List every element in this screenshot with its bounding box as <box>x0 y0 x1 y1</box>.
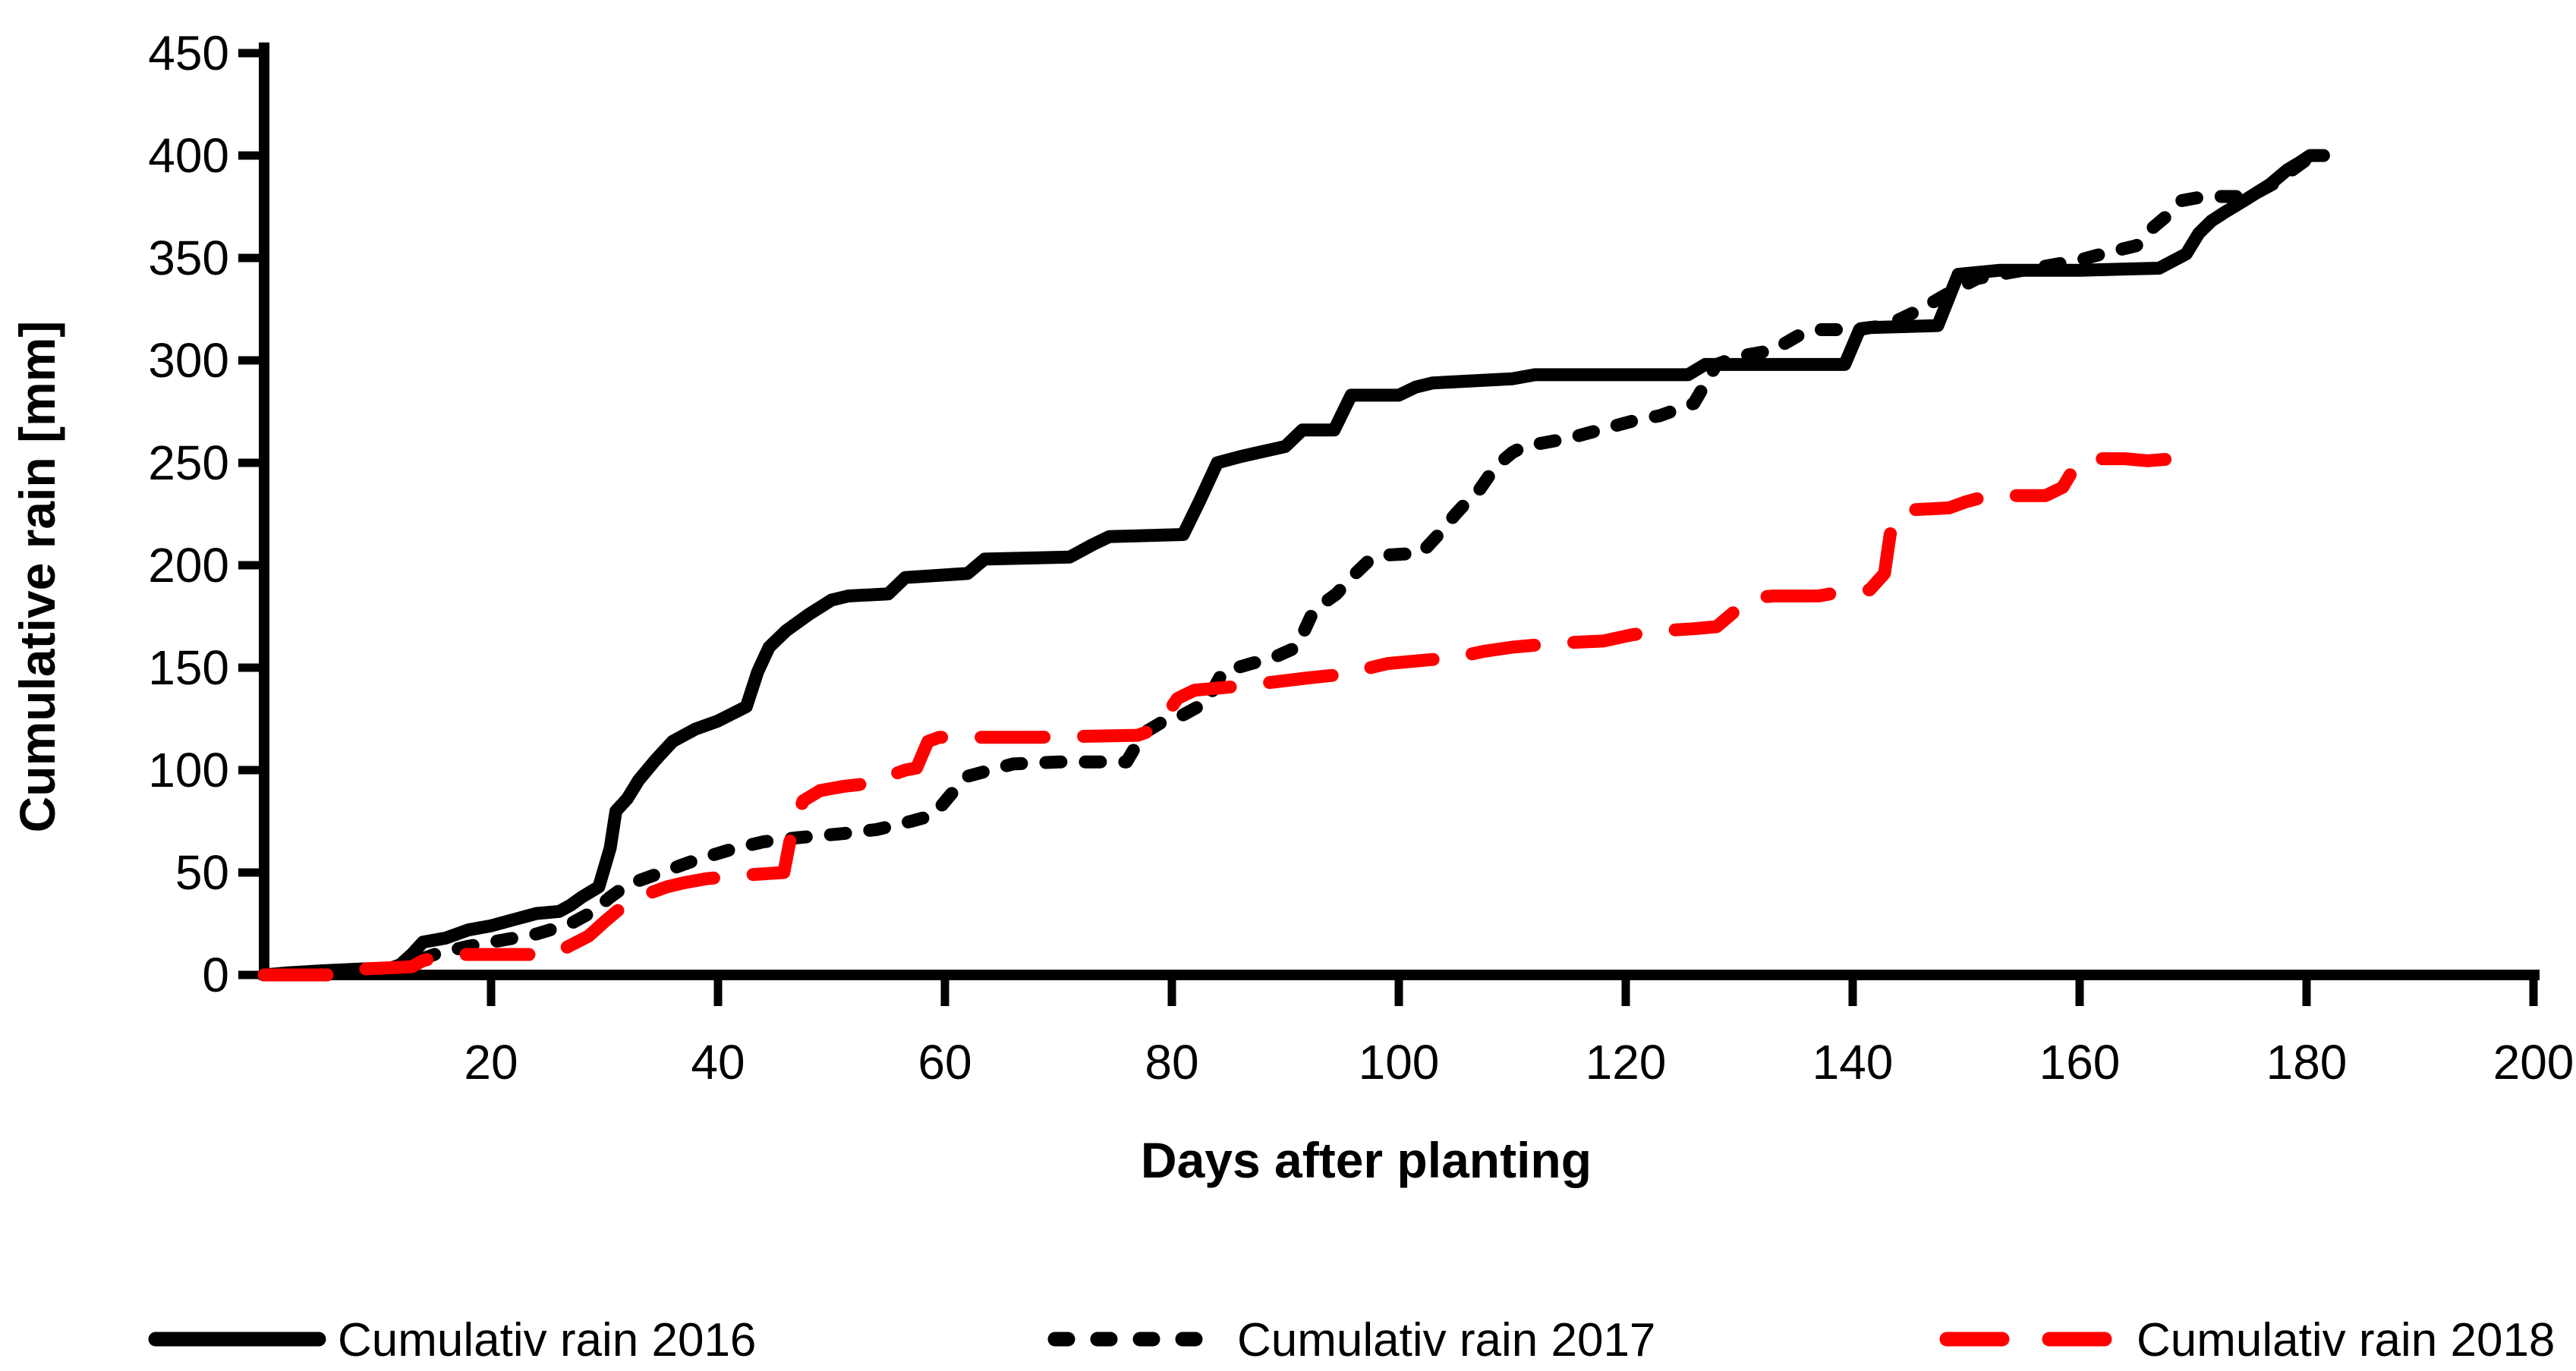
series-line-cumulativ-rain-2016 <box>257 149 2330 982</box>
legend-label-cumulativ-rain-2016: Cumulativ rain 2016 <box>338 1314 756 1366</box>
legend-item-cumulativ-rain-2017: Cumulativ rain 2017 <box>1047 1314 1655 1366</box>
x-tick-label: 180 <box>2266 1035 2348 1090</box>
y-tick-label: 150 <box>148 640 229 695</box>
x-axis-title: Days after planting <box>1141 1132 1592 1188</box>
y-tick-label: 300 <box>148 333 229 388</box>
legend-item-cumulativ-rain-2016: Cumulativ rain 2016 <box>148 1314 756 1366</box>
y-tick-label: 450 <box>148 26 229 80</box>
y-axis-title: Cumulative rain [mm] <box>9 321 65 833</box>
series-line-cumulativ-rain-2018 <box>257 446 2206 982</box>
x-tick-label: 40 <box>691 1035 745 1090</box>
y-tick-label: 100 <box>148 743 229 797</box>
x-tick-label: 120 <box>1586 1035 1667 1090</box>
x-tick-label: 160 <box>2039 1035 2121 1090</box>
y-tick-label: 250 <box>148 436 229 490</box>
y-tick-label: 200 <box>148 538 229 593</box>
x-tick-label: 100 <box>1359 1035 1440 1090</box>
legend-label-cumulativ-rain-2018: Cumulativ rain 2018 <box>2137 1314 2555 1366</box>
x-tick-label: 200 <box>2493 1035 2574 1090</box>
series-line-cumulativ-rain-2017 <box>257 146 2325 982</box>
y-tick-label: 350 <box>148 231 229 285</box>
y-tick-label: 400 <box>148 128 229 183</box>
legend: Cumulativ rain 2016 Cumulativ rain 2017 Cu… <box>148 1314 2555 1366</box>
y-tick-label: 0 <box>202 948 229 1002</box>
x-tick-label: 80 <box>1145 1035 1198 1090</box>
legend-label-cumulativ-rain-2017: Cumulativ rain 2017 <box>1237 1314 1655 1366</box>
x-tick-label: 140 <box>1812 1035 1894 1090</box>
x-tick-label: 60 <box>918 1035 972 1090</box>
legend-item-cumulativ-rain-2018: Cumulativ rain 2018 <box>1939 1314 2555 1366</box>
y-tick-label: 50 <box>175 845 229 900</box>
x-tick-label: 20 <box>464 1035 518 1090</box>
